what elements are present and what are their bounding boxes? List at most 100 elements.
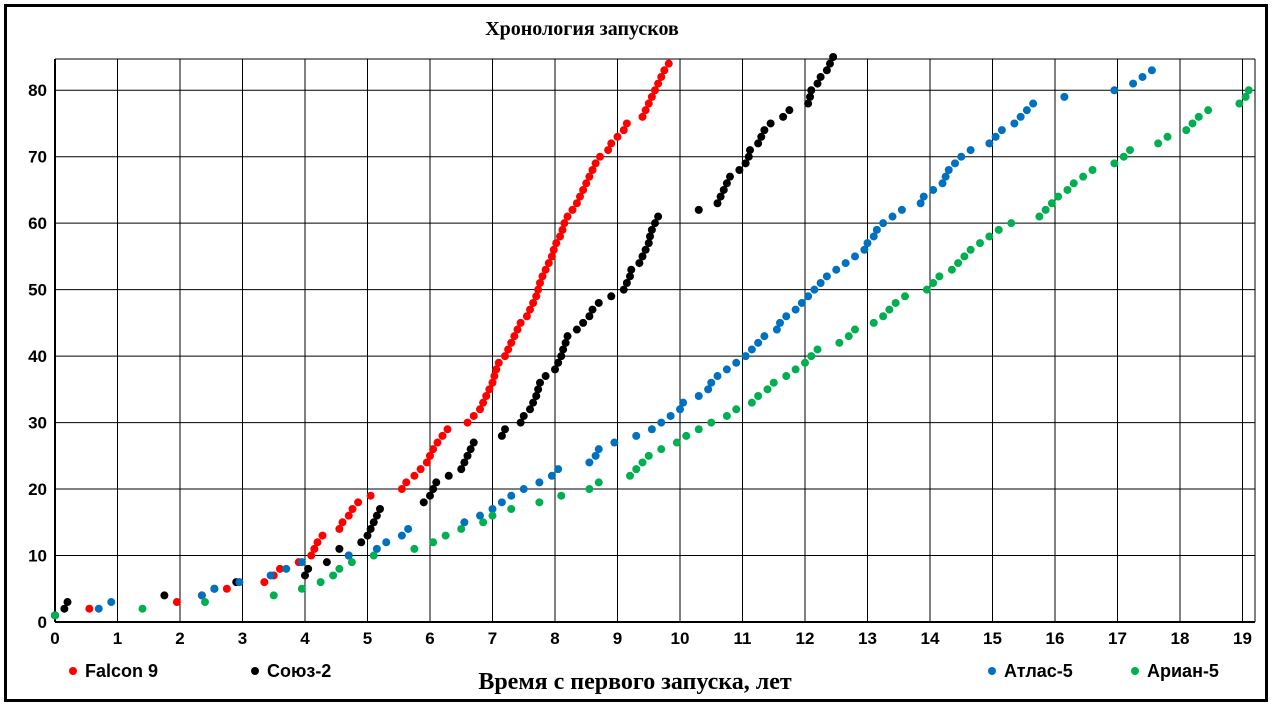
data-point (504, 345, 513, 354)
data-point (1060, 92, 1069, 101)
data-point (344, 551, 353, 560)
x-tick-label: 7 (488, 629, 497, 648)
data-point (641, 106, 650, 115)
data-point (494, 358, 503, 367)
data-point (704, 385, 713, 394)
data-point (366, 524, 375, 533)
data-point (722, 179, 731, 188)
data-point (510, 332, 519, 341)
data-point (585, 172, 594, 181)
data-point (816, 279, 825, 288)
x-axis-ticks: 0 1 2 3 4 5 6 7 8 9 10 11 12 13 14 15 16 17 18 19 (50, 629, 1252, 648)
data-point (791, 365, 800, 374)
data-point (888, 212, 897, 221)
data-point (660, 66, 669, 75)
data-point (807, 86, 816, 95)
data-point (754, 338, 763, 347)
data-point (666, 411, 675, 420)
data-point (488, 511, 497, 520)
data-point (551, 365, 559, 374)
data-point (1147, 66, 1156, 75)
x-axis-label: Время с первого запуска, лет (478, 669, 792, 695)
data-point (1204, 106, 1213, 115)
data-point (644, 99, 653, 108)
data-point (1235, 99, 1244, 108)
data-point (869, 232, 878, 241)
data-point (657, 72, 666, 81)
data-point (804, 99, 813, 108)
data-point (60, 604, 69, 613)
data-point (644, 451, 653, 460)
data-point (869, 318, 878, 327)
x-tick-label: 6 (425, 629, 434, 648)
data-point (366, 491, 375, 500)
data-point (732, 358, 741, 367)
data-point (901, 292, 909, 301)
data-point (572, 199, 581, 208)
data-point (957, 152, 966, 161)
data-point (516, 418, 525, 427)
data-point (522, 312, 531, 321)
data-point (726, 172, 734, 181)
data-point (626, 471, 634, 480)
legend-label: Союз-2 (267, 661, 331, 681)
data-point (607, 292, 616, 301)
data-point (626, 272, 634, 281)
data-point (722, 365, 731, 374)
data-point (554, 358, 563, 367)
data-point (558, 225, 567, 234)
legend-marker (1131, 667, 1139, 675)
data-point (529, 398, 538, 407)
data-point (829, 53, 838, 62)
x-tick-label: 19 (1233, 629, 1252, 648)
legend-marker (69, 667, 77, 675)
data-point (679, 398, 688, 407)
data-point (760, 126, 769, 135)
data-point (469, 438, 478, 447)
data-point (513, 325, 522, 334)
data-point (572, 325, 581, 334)
data-point (654, 212, 663, 221)
data-point (51, 611, 59, 620)
data-point (1079, 172, 1088, 181)
y-tick-label: 70 (28, 148, 47, 167)
data-point (329, 571, 338, 580)
data-point (410, 544, 419, 553)
data-point (222, 584, 231, 593)
data-point (297, 584, 306, 593)
data-point (397, 485, 406, 494)
data-point (501, 425, 509, 434)
data-point (1041, 205, 1050, 214)
data-point (627, 265, 636, 274)
data-point (657, 418, 666, 427)
data-point (746, 146, 754, 155)
data-point (647, 425, 656, 434)
data-point (657, 445, 666, 454)
data-point (426, 451, 434, 460)
data-point (1188, 119, 1197, 128)
data-point (797, 298, 806, 307)
data-point (410, 471, 419, 480)
x-tick-label: 17 (1108, 629, 1127, 648)
data-point (519, 485, 528, 494)
data-point (619, 126, 628, 135)
data-point (260, 578, 269, 587)
data-point (557, 352, 566, 361)
data-point (322, 558, 331, 567)
data-point (716, 192, 725, 201)
data-point (588, 166, 597, 175)
legend-label: Ариан-5 (1147, 661, 1219, 681)
data-point (707, 378, 716, 387)
data-point (560, 219, 569, 228)
data-point (172, 598, 181, 607)
data-point (516, 318, 525, 327)
data-point (266, 571, 275, 580)
data-point (335, 544, 344, 553)
data-point (544, 259, 553, 268)
legend-label: Атлас-5 (1004, 661, 1073, 681)
data-point (1244, 86, 1253, 95)
data-point (613, 132, 622, 141)
data-point (313, 538, 322, 547)
data-point (501, 352, 509, 361)
data-point (644, 239, 653, 248)
